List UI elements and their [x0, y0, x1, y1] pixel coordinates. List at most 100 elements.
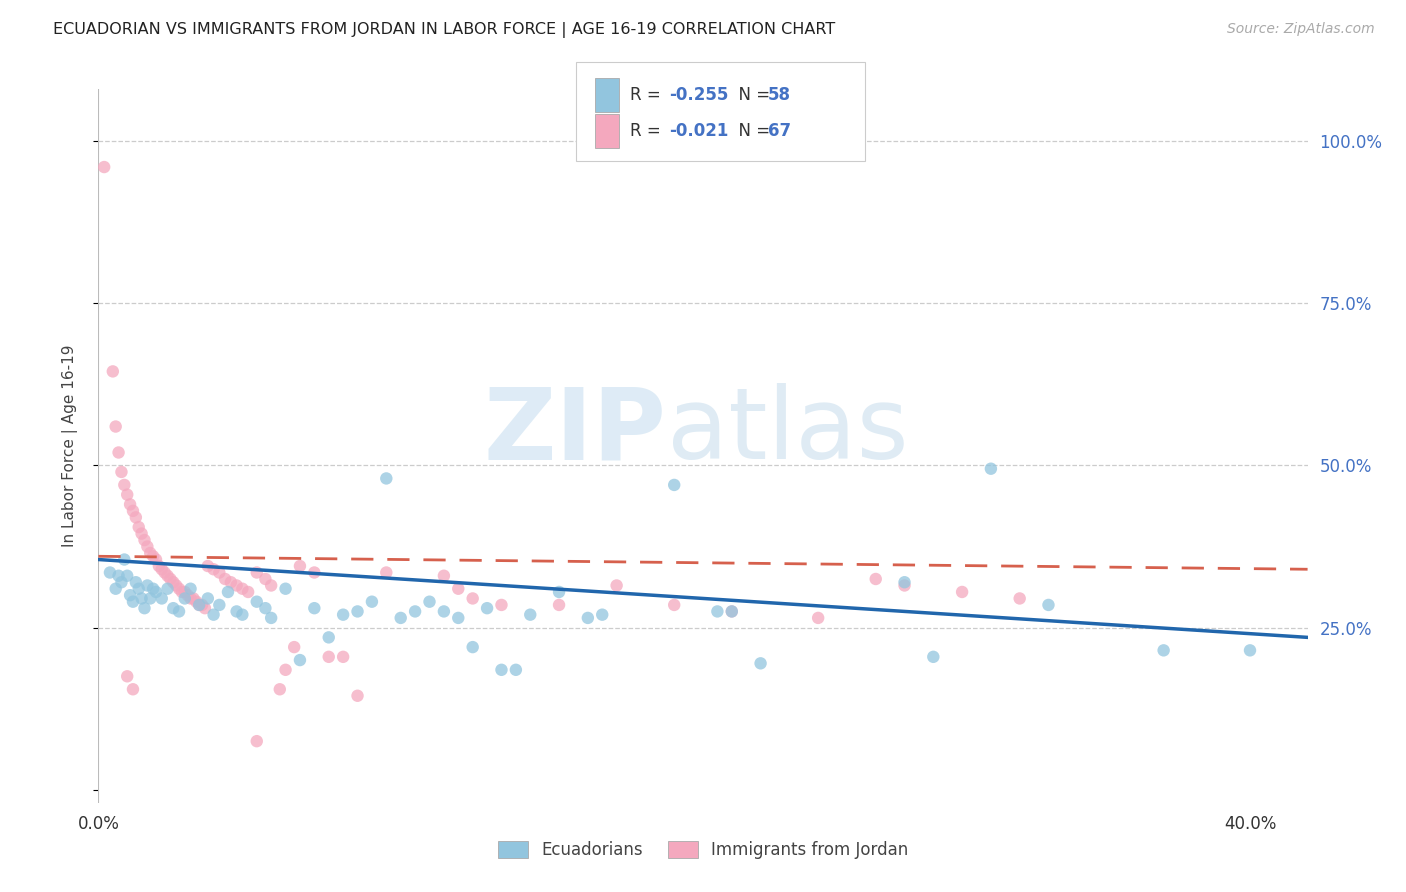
Point [447, 611, 470, 625]
Point [231, 607, 253, 622]
Point [288, 653, 311, 667]
Point [433, 568, 456, 582]
Point [156, 568, 179, 582]
Point [1038, 598, 1060, 612]
Point [170, 585, 193, 599]
Point [461, 640, 484, 654]
Point [246, 734, 269, 748]
Point [139, 591, 162, 606]
Point [180, 591, 202, 606]
Point [274, 582, 297, 596]
Point [950, 585, 973, 599]
Point [318, 631, 340, 645]
Point [664, 478, 686, 492]
Text: N =: N = [728, 122, 776, 140]
Point [893, 578, 915, 592]
Point [134, 533, 156, 547]
Point [165, 578, 187, 592]
Point [749, 657, 772, 671]
Point [112, 552, 135, 566]
Text: 58: 58 [768, 87, 790, 104]
Point [159, 572, 181, 586]
Point [194, 601, 217, 615]
Point [447, 582, 470, 596]
Point [122, 595, 145, 609]
Point [576, 611, 599, 625]
Point [188, 598, 211, 612]
Point [1239, 643, 1261, 657]
Point [122, 504, 145, 518]
Point [167, 582, 190, 596]
Point [361, 595, 384, 609]
Point [254, 572, 277, 586]
Text: R =: R = [630, 122, 666, 140]
Point [491, 663, 513, 677]
Text: N =: N = [728, 87, 776, 104]
Text: -0.255: -0.255 [669, 87, 728, 104]
Point [122, 682, 145, 697]
Point [865, 572, 887, 586]
Point [706, 604, 728, 618]
Point [980, 461, 1002, 475]
Point [304, 566, 326, 580]
Point [131, 591, 153, 606]
Point [173, 585, 195, 599]
Point [112, 478, 135, 492]
Point [98, 566, 121, 580]
Point [246, 595, 269, 609]
Point [389, 611, 412, 625]
Point [120, 497, 142, 511]
Point [136, 540, 159, 554]
Point [332, 607, 354, 622]
Point [107, 445, 129, 459]
Point [202, 607, 225, 622]
Point [153, 566, 176, 580]
Point [461, 591, 484, 606]
Point [591, 607, 613, 622]
Point [162, 601, 184, 615]
Point [225, 604, 247, 618]
Text: R =: R = [630, 87, 666, 104]
Point [93, 160, 115, 174]
Point [606, 578, 628, 592]
Text: ZIP: ZIP [484, 384, 666, 480]
Point [720, 604, 742, 618]
Point [145, 585, 167, 599]
Point [139, 546, 162, 560]
Point [922, 649, 945, 664]
Point [208, 598, 231, 612]
Point [505, 663, 527, 677]
Y-axis label: In Labor Force | Age 16-19: In Labor Force | Age 16-19 [62, 344, 77, 548]
Point [197, 591, 219, 606]
Point [260, 578, 283, 592]
Point [115, 669, 138, 683]
Point [188, 598, 211, 612]
Point [156, 582, 179, 596]
Point [219, 575, 242, 590]
Point [346, 604, 368, 618]
Point [125, 510, 148, 524]
Point [274, 663, 297, 677]
Point [375, 566, 398, 580]
Point [225, 578, 247, 592]
Point [115, 568, 138, 582]
Text: ECUADORIAN VS IMMIGRANTS FROM JORDAN IN LABOR FORCE | AGE 16-19 CORRELATION CHAR: ECUADORIAN VS IMMIGRANTS FROM JORDAN IN … [53, 22, 835, 38]
Point [110, 465, 132, 479]
Point [893, 575, 915, 590]
Point [269, 682, 291, 697]
Text: Source: ZipAtlas.com: Source: ZipAtlas.com [1227, 22, 1375, 37]
Point [162, 575, 184, 590]
Point [183, 591, 205, 606]
Point [231, 582, 253, 596]
Point [115, 488, 138, 502]
Point [191, 598, 214, 612]
Point [217, 585, 239, 599]
Point [491, 598, 513, 612]
Point [134, 601, 156, 615]
Point [167, 604, 190, 618]
Point [404, 604, 426, 618]
Point [283, 640, 305, 654]
Point [246, 566, 269, 580]
Legend: Ecuadorians, Immigrants from Jordan: Ecuadorians, Immigrants from Jordan [491, 834, 915, 866]
Point [110, 575, 132, 590]
